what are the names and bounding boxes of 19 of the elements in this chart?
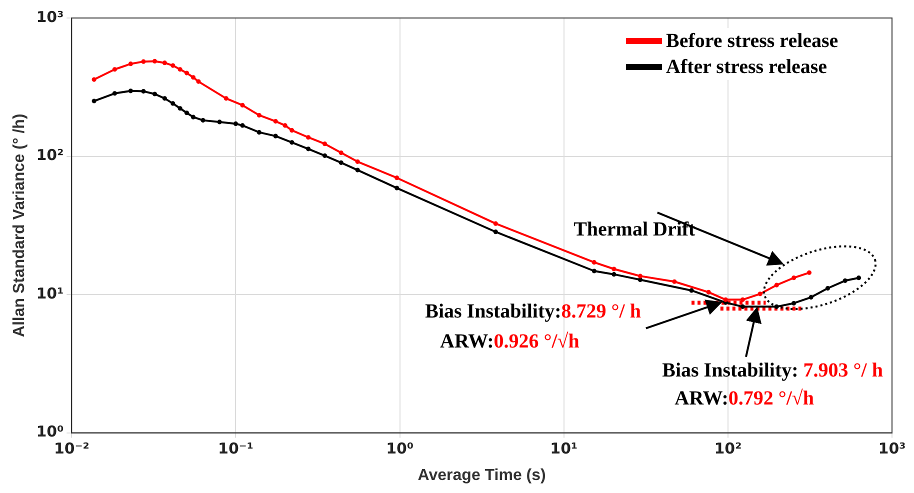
y-tick-label: 10³: [36, 8, 64, 26]
y-axis-title: Allan Standard Variance (° /h): [11, 114, 28, 338]
legend-label: After stress release: [666, 55, 828, 80]
x-tick-label: 10³: [878, 440, 906, 458]
x-tick-label: 10⁻²: [54, 440, 90, 458]
y-tick-label: 10²: [36, 146, 64, 164]
x-tick-label: 10¹: [550, 440, 578, 458]
y-tick-label: 10⁰: [36, 422, 64, 441]
annotation: ARW:0.792 °/√h: [674, 388, 814, 410]
annotation: ARW:0.926 °/√h: [440, 330, 580, 352]
x-tick-label: 10⁰: [386, 440, 414, 458]
annotation: Thermal Drift: [574, 218, 696, 240]
x-tick-label: 10²: [714, 440, 742, 458]
legend-label: Before stress release: [666, 29, 838, 54]
y-tick-label: 10¹: [36, 284, 64, 302]
annotation: Bias Instability:8.729 °/ h: [425, 300, 641, 323]
x-tick-label: 10⁻¹: [218, 440, 254, 458]
annotation: Bias Instability: 7.903 °/ h: [662, 359, 883, 382]
x-axis-title: Average Time (s): [418, 466, 546, 484]
